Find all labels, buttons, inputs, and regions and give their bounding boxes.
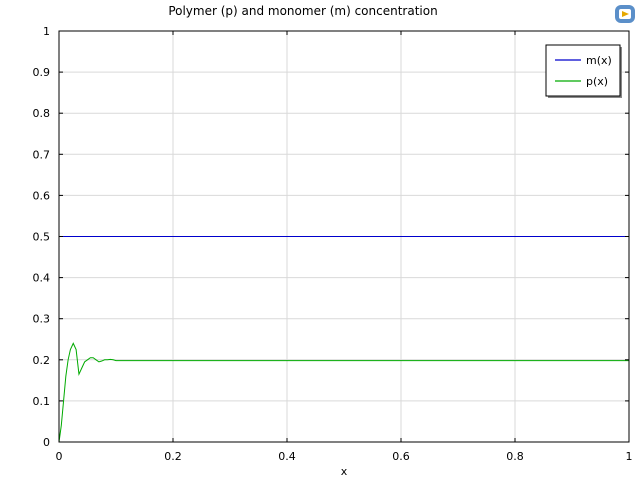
y-tick-label: 0.7 — [33, 148, 51, 161]
y-tick-label: 1 — [43, 25, 50, 38]
legend-label: m(x) — [586, 54, 612, 67]
y-tick-label: 0.6 — [33, 189, 51, 202]
x-tick-label: 0 — [56, 450, 63, 463]
x-tick-label: 0.6 — [392, 450, 410, 463]
series-line-px — [58, 342, 629, 443]
chart-title: Polymer (p) and monomer (m) concentratio… — [168, 4, 437, 18]
y-tick-label: 0.1 — [33, 395, 51, 408]
x-tick-label: 0.8 — [506, 450, 524, 463]
x-axis-label: x — [341, 465, 348, 478]
y-tick-label: 0.9 — [33, 66, 51, 79]
x-tick-label: 0.2 — [164, 450, 182, 463]
legend: m(x) p(x) — [545, 44, 622, 98]
tick-labels: 0 0.2 0.4 0.6 0.8 1 0 0.1 0.2 0.3 0.4 0.5 0.6 0.7 0.8 0… — [33, 25, 633, 463]
legend-label: p(x) — [586, 75, 608, 88]
y-tick-label: 0.5 — [33, 231, 51, 244]
series-layer — [58, 236, 629, 443]
x-tick-label: 1 — [626, 450, 633, 463]
y-tick-label: 0 — [43, 436, 50, 449]
comsol-logo-icon[interactable] — [615, 5, 635, 23]
legend-box — [545, 44, 621, 97]
x-tick-label: 0.4 — [278, 450, 296, 463]
y-tick-label: 0.4 — [33, 272, 51, 285]
y-tick-label: 0.3 — [33, 313, 51, 326]
y-tick-label: 0.2 — [33, 354, 51, 367]
y-tick-label: 0.8 — [33, 107, 51, 120]
